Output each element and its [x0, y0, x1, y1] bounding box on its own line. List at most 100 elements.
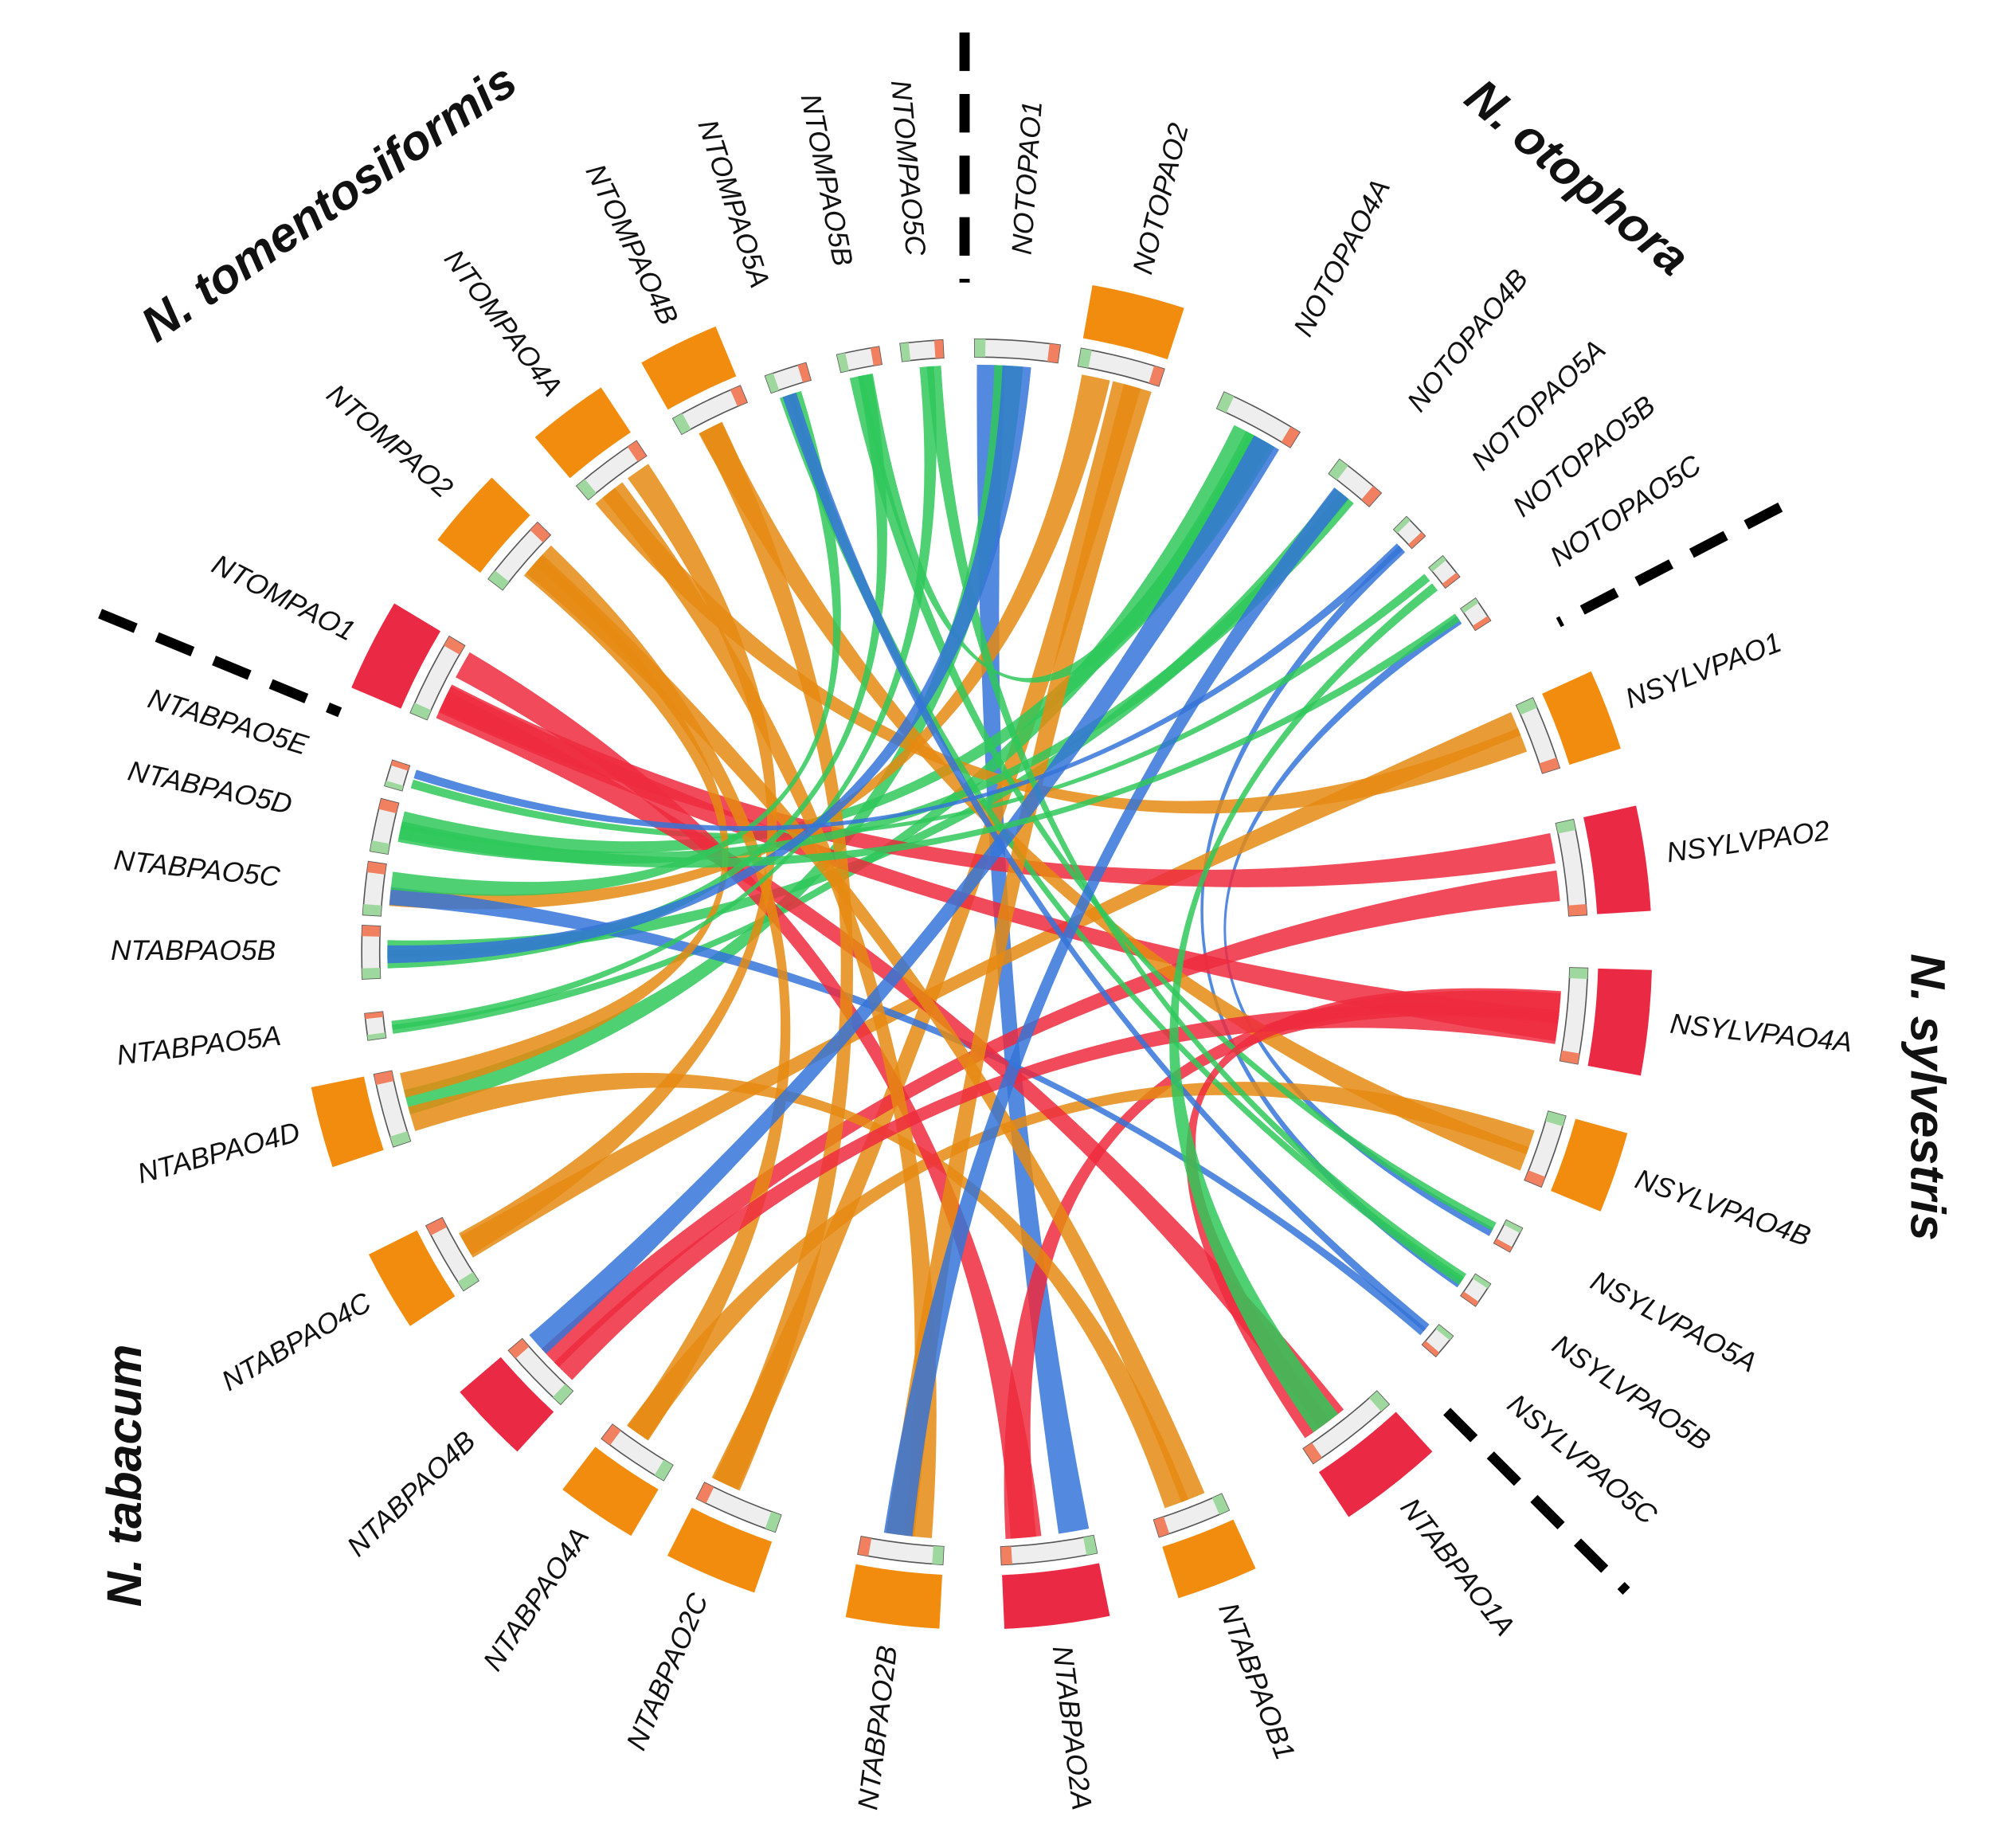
gene-arcs: [311, 285, 1652, 1629]
gene-track-end: [374, 1071, 394, 1086]
gene-track-end: [366, 861, 386, 875]
gene-outer-arc: [460, 1357, 554, 1452]
gene-outer-arc: [368, 1230, 456, 1326]
gene-track-end: [1461, 1291, 1479, 1306]
species-label: N. otophora: [1455, 69, 1700, 286]
gene-label: NTABPAO4A: [476, 1521, 595, 1676]
gene-track-start: [654, 1459, 673, 1481]
ribbon: [397, 491, 1354, 864]
gene-track-end: [1422, 1341, 1440, 1357]
gene-track: [1515, 697, 1561, 774]
gene-label: NTABPAO5A: [115, 1020, 283, 1071]
gene-track-end: [1408, 531, 1426, 549]
gene-track-end: [797, 362, 811, 383]
gene-track-start: [1429, 556, 1446, 572]
gene-outer-arc: [845, 1564, 942, 1629]
gene-outer-arc: [1162, 1519, 1256, 1599]
gene-track-end: [1493, 1238, 1513, 1252]
gene-track-start: [362, 904, 382, 916]
ribbon: [403, 365, 1023, 1115]
gene-track-end: [1047, 343, 1061, 363]
gene-label: NTABPAO5D: [125, 754, 295, 820]
gene-outer-arc: [534, 387, 631, 479]
gene-label: NOTOPAO4A: [1287, 174, 1396, 341]
gene-track-start: [974, 339, 986, 358]
gene-track-end: [933, 339, 944, 358]
gene-outer-arc: [1002, 1563, 1110, 1629]
ribbons: [387, 364, 1561, 1539]
ribbon: [1200, 546, 1463, 1288]
gene-track-start: [836, 353, 850, 373]
gene-track: [362, 860, 387, 917]
gene-track-start: [457, 1271, 479, 1291]
gene-track-start: [932, 1545, 944, 1565]
gene-track-end: [870, 346, 883, 366]
gene-track-end: [858, 1536, 872, 1556]
gene-track-start: [488, 570, 510, 590]
gene-track: [1000, 1534, 1098, 1566]
gene-track: [1524, 1110, 1567, 1188]
gene-track-end: [696, 1482, 714, 1504]
gene-track-start: [1472, 1274, 1491, 1289]
ribbon: [595, 487, 1528, 814]
gene-outer-arc: [562, 1447, 659, 1537]
gene-label: NSYLVPAO4A: [1669, 1008, 1854, 1059]
gene-track: [899, 339, 945, 362]
gene-track: [507, 1337, 574, 1406]
gene-outer-arc: [437, 477, 530, 573]
gene-label: NTOMPAO5A: [692, 116, 777, 292]
gene-outer-arc: [311, 1076, 384, 1168]
gene-label: NSYLVPAO4B: [1631, 1163, 1814, 1253]
gene-label: NSYLVPAO2: [1665, 814, 1832, 868]
gene-track-start: [1516, 698, 1537, 715]
gene-track-start: [1369, 1391, 1389, 1411]
gene-track: [836, 346, 883, 374]
gene-track: [409, 635, 466, 721]
gene-track-start: [389, 1131, 411, 1147]
gene-outer-arc: [1583, 805, 1651, 914]
gene-label: NTOMPAO5B: [795, 92, 859, 269]
gene-label: NTOMPAO4A: [438, 244, 569, 402]
gene-track-start: [672, 413, 691, 435]
ribbon: [699, 421, 853, 1491]
gene-track-end: [362, 925, 381, 937]
gene-track-start: [1211, 1494, 1230, 1515]
separator: [98, 609, 342, 718]
gene-track-start: [900, 343, 911, 362]
gene-track-start: [765, 1511, 781, 1533]
gene-label: NTABPAO4D: [134, 1116, 303, 1190]
species-label: N. sylvestris: [1900, 953, 1955, 1241]
gene-track: [857, 1535, 945, 1565]
gene-label: NTOMPAO2: [321, 378, 460, 504]
gene-label: NTABPAO2B: [851, 1644, 903, 1812]
gene-track-end: [1149, 366, 1164, 386]
gene-outer-arc: [1082, 285, 1184, 360]
gene-track: [487, 521, 552, 591]
gene-track-start: [1556, 819, 1576, 834]
gene-outer-arc: [351, 603, 441, 709]
gene-track: [1077, 347, 1165, 387]
ribbon: [400, 556, 729, 1098]
gene-track-end: [1361, 486, 1382, 507]
gene-track-start: [1435, 1325, 1454, 1341]
gene-track-end: [1472, 616, 1491, 631]
gene-label: NTABPAO5B: [111, 934, 276, 966]
gene-track: [1215, 391, 1301, 448]
species-label: N. tomentosiformis: [131, 53, 526, 351]
ribbon: [529, 435, 1280, 1354]
gene-track-end: [1524, 1170, 1546, 1188]
gene-track-start: [765, 373, 780, 393]
gene-track-start: [1569, 967, 1588, 980]
gene-track-start: [1393, 516, 1411, 534]
gene-track-end: [444, 636, 465, 655]
gene-track-end: [1560, 1050, 1580, 1064]
gene-outer-arc: [1542, 671, 1621, 765]
gene-label: NTABPAO5C: [112, 844, 282, 893]
gene-label: NTOMPAO5C: [885, 79, 932, 257]
gene-track-end: [390, 760, 410, 771]
gene-label: NTABPAO4C: [216, 1286, 377, 1396]
ribbon: [410, 574, 1430, 839]
gene-track: [1302, 1390, 1391, 1465]
gene-track-start: [1083, 1535, 1098, 1556]
